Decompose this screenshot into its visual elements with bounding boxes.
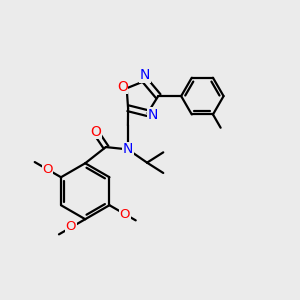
Text: N: N: [140, 68, 151, 83]
Text: O: O: [120, 208, 130, 221]
Text: O: O: [65, 220, 76, 233]
Text: O: O: [42, 163, 53, 176]
Text: N: N: [148, 108, 158, 122]
Text: O: O: [117, 80, 128, 94]
Text: O: O: [90, 125, 101, 139]
Text: N: N: [123, 142, 133, 156]
